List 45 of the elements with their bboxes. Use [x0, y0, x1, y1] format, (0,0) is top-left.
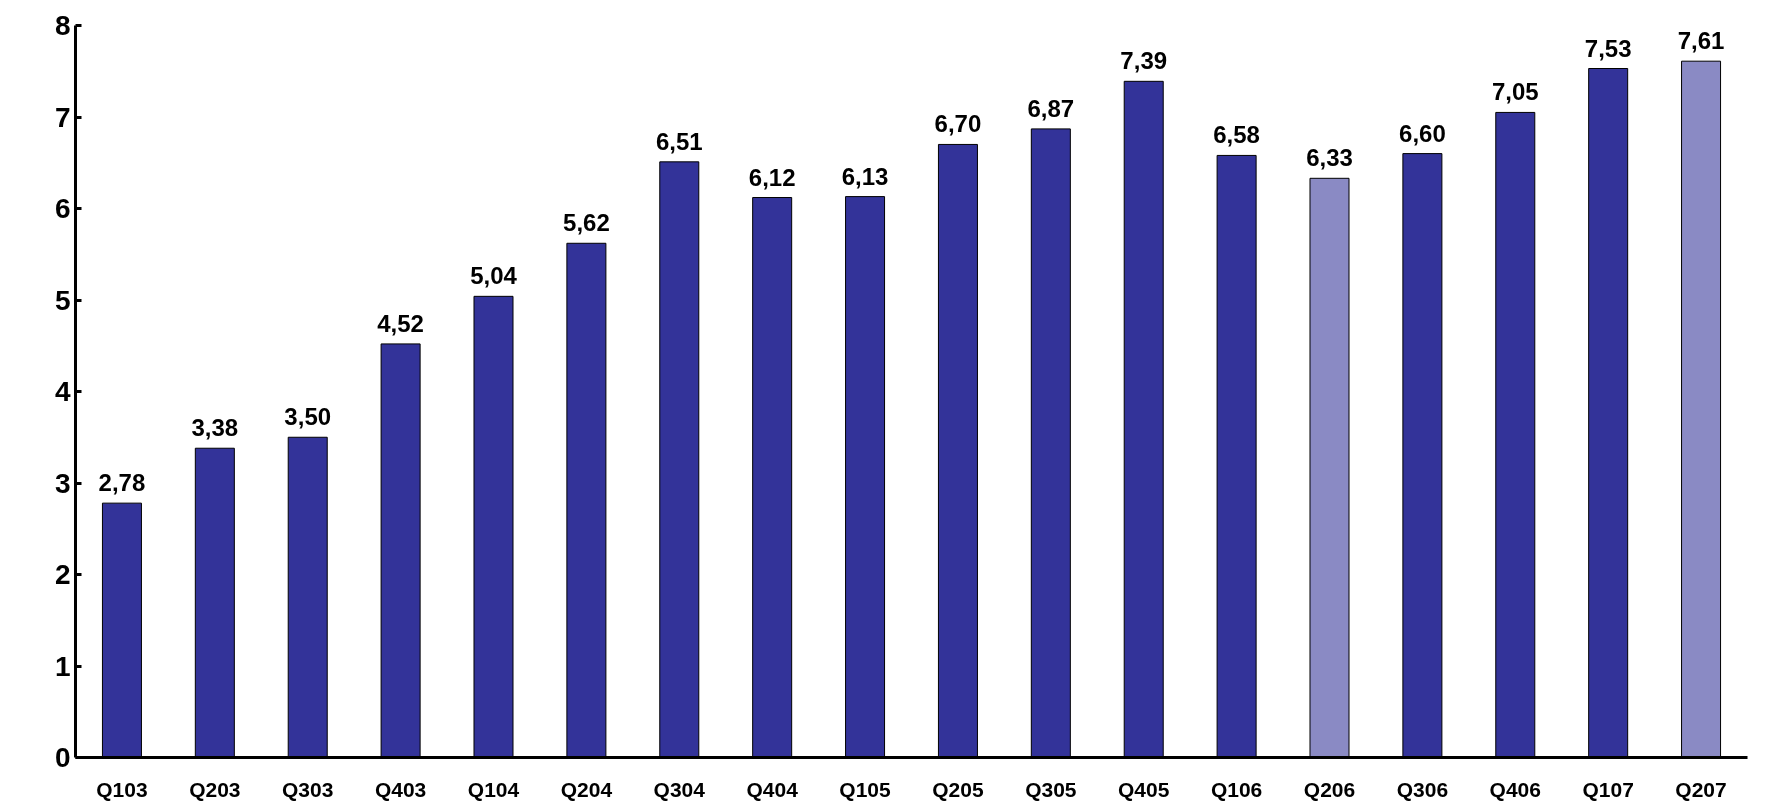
- data-label: 5,62: [563, 209, 610, 237]
- data-label: 6,51: [655, 127, 703, 155]
- x-tick-label: Q403: [374, 777, 427, 801]
- y-tick-label: 3: [54, 467, 71, 499]
- data-label: 7,61: [1677, 27, 1725, 55]
- data-label: 2,78: [98, 469, 146, 497]
- y-tick-label: 6: [54, 193, 71, 224]
- y-tick-label: 5: [54, 284, 71, 316]
- data-label: 3,38: [191, 414, 239, 442]
- x-tick-label: Q104: [467, 777, 520, 801]
- x-tick-label: Q207: [1675, 777, 1727, 801]
- x-tick-label: Q206: [1303, 777, 1356, 801]
- x-tick-label: Q105: [839, 777, 892, 801]
- data-label: 5,04: [470, 262, 518, 290]
- data-label: 6,12: [748, 163, 796, 191]
- data-label: 3,50: [284, 403, 332, 431]
- data-label: 6,87: [1027, 94, 1075, 122]
- x-tick-label: Q303: [282, 777, 334, 801]
- data-label: 7,53: [1584, 34, 1632, 62]
- x-tick-label: Q405: [1118, 777, 1170, 801]
- x-tick-label: Q306: [1396, 777, 1449, 801]
- data-label: 6,70: [934, 110, 982, 138]
- x-tick-label: Q103: [96, 777, 148, 801]
- x-tick-label: Q107: [1582, 777, 1634, 801]
- y-tick-label: 0: [54, 742, 71, 773]
- x-tick-label: Q404: [746, 777, 799, 801]
- data-label: 6,13: [841, 162, 889, 190]
- x-tick-label: Q204: [560, 777, 613, 801]
- y-tick-label: 7: [54, 101, 71, 133]
- data-label: 7,39: [1120, 47, 1168, 75]
- x-tick-label: Q406: [1489, 777, 1541, 801]
- y-tick-label: 8: [54, 10, 71, 41]
- data-label: 7,05: [1491, 78, 1539, 106]
- x-tick-label: Q106: [1210, 777, 1263, 801]
- x-tick-label: Q304: [653, 777, 706, 801]
- y-tick-label: 4: [54, 376, 71, 407]
- data-label: 6,33: [1306, 144, 1353, 172]
- y-tick-label: 2: [54, 559, 71, 590]
- x-tick-label: Q203: [189, 777, 241, 801]
- data-label: 6,58: [1213, 121, 1260, 149]
- data-label: 4,52: [377, 309, 424, 337]
- data-label: 6,60: [1399, 119, 1446, 147]
- x-tick-label: Q205: [932, 777, 984, 801]
- x-tick-label: Q305: [1025, 777, 1077, 801]
- y-tick-label: 1: [54, 650, 71, 682]
